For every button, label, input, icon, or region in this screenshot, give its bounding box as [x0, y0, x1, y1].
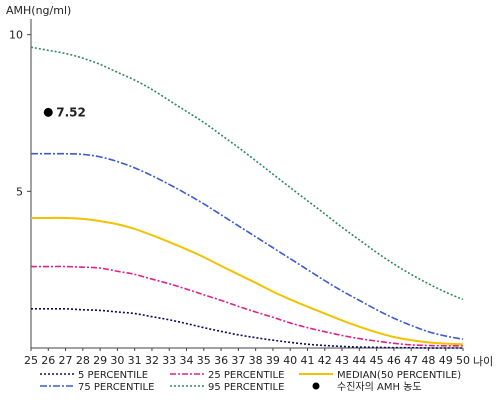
series-line-median-50-percentile [30, 216, 464, 346]
series-line-75-percentile [30, 152, 464, 341]
x-tick-label: 30 [110, 354, 124, 367]
legend-label: 수진자의 AMH 농도 [337, 381, 422, 393]
legend-label: 5 PERCENTILE [78, 370, 148, 381]
x-tick-label: 42 [318, 354, 332, 367]
x-tick-label: 45 [370, 354, 384, 367]
x-tick-label: 28 [76, 354, 90, 367]
x-tick-label: 26 [41, 354, 55, 367]
x-tick-label: 37 [231, 354, 245, 367]
x-tick-label: 27 [59, 354, 73, 367]
x-tick-label: 46 [387, 354, 401, 367]
series-line-25-percentile [30, 265, 464, 347]
legend-label: 95 PERCENTILE [208, 382, 284, 393]
y-tick-label: 10 [9, 29, 23, 42]
legend-label: 75 PERCENTILE [78, 382, 154, 393]
patient-amh-point [43, 107, 53, 117]
patient-amh-value-label: 7.52 [56, 105, 86, 119]
x-tick-label: 41 [300, 354, 314, 367]
x-tick-label: 36 [214, 354, 228, 367]
x-tick-label: 32 [145, 354, 159, 367]
x-tick-label: 44 [352, 354, 366, 367]
legend-marker-patient-dot [312, 382, 320, 390]
x-tick-label: 48 [421, 354, 435, 367]
y-tick-label: 5 [16, 185, 23, 198]
x-tick-label: 47 [404, 354, 418, 367]
legend-label: MEDIAN(50 PERCENTILE) [337, 370, 461, 381]
x-tick-label: 25 [24, 354, 38, 367]
x-tick-label: 43 [335, 354, 349, 367]
x-tick-label: 50 [456, 354, 470, 367]
x-tick-label: 39 [266, 354, 280, 367]
series-line-95-percentile [30, 46, 464, 301]
x-tick-label: 38 [249, 354, 263, 367]
x-tick-label: 49 [439, 354, 453, 367]
x-tick-label: 29 [93, 354, 107, 367]
legend-label: 25 PERCENTILE [208, 370, 284, 381]
x-tick-label: 40 [283, 354, 297, 367]
y-axis-title: AMH(ng/ml) [6, 4, 71, 17]
x-tick-label: 34 [180, 354, 194, 367]
x-tick-label: 31 [128, 354, 142, 367]
x-tick-label: 33 [162, 354, 176, 367]
x-axis-title: 나이 [473, 355, 493, 368]
series-line-5-percentile [30, 307, 463, 349]
x-tick-label: 35 [197, 354, 211, 367]
